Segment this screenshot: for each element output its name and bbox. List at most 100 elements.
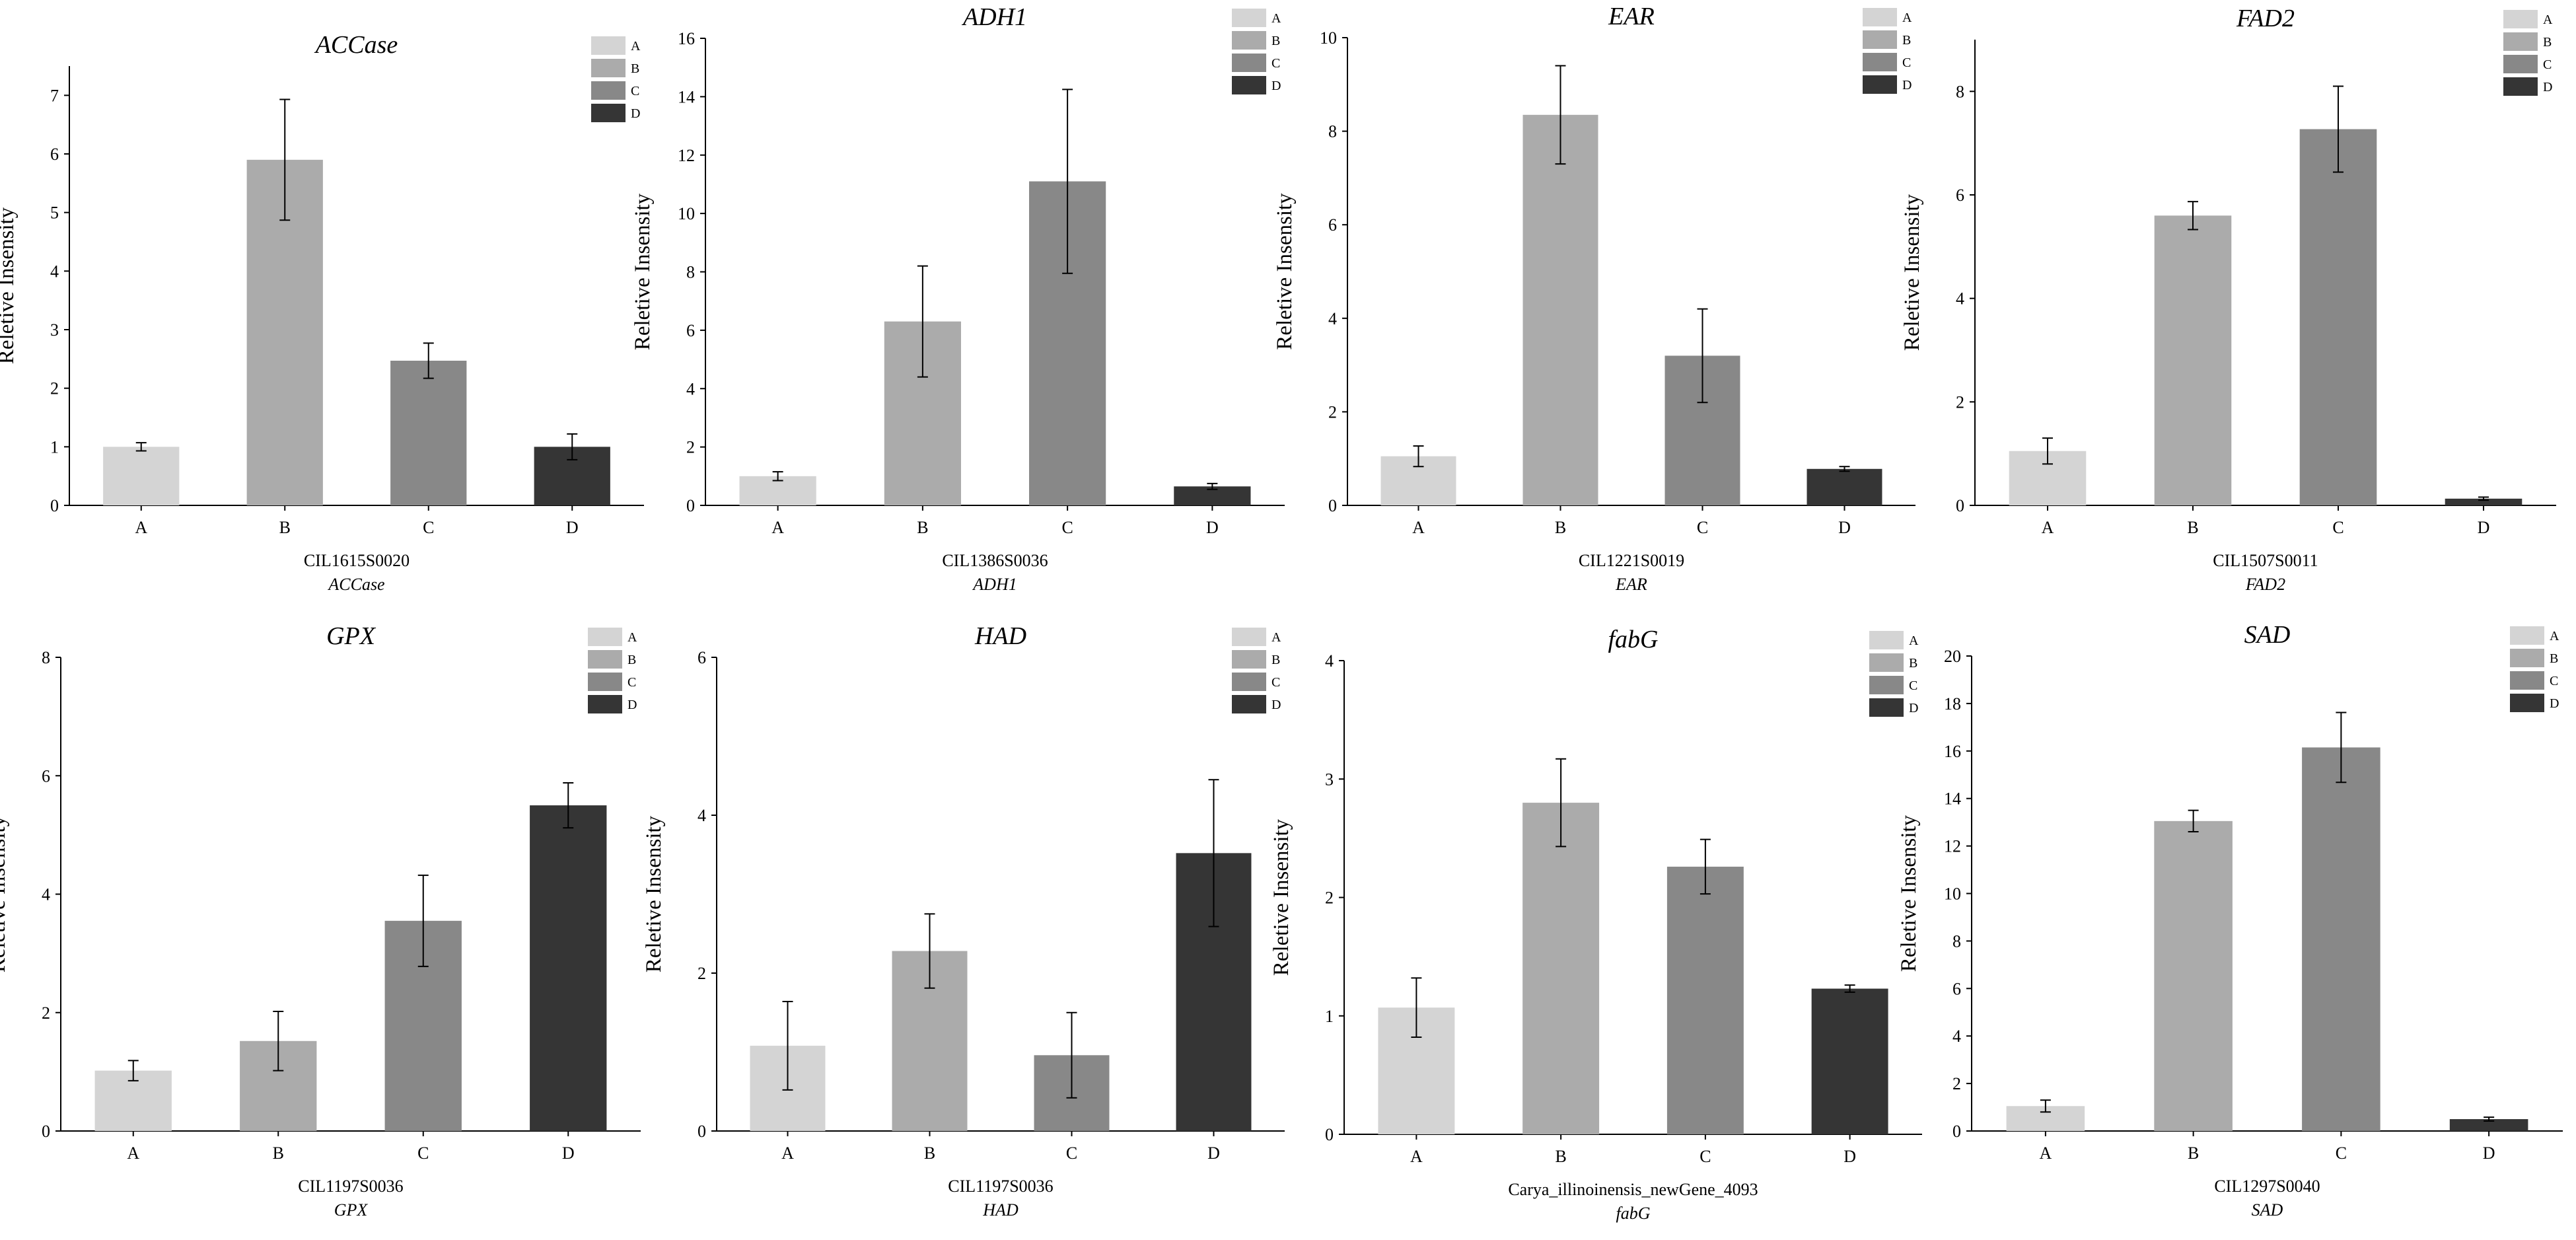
legend-label: D [1909,701,1918,715]
y-tick-label: 20 [1944,647,1961,666]
y-axis-label: Reletive Insensity [1897,815,1921,972]
x-tick-label: B [1555,518,1566,537]
legend-swatch-B [1232,31,1266,50]
gene-id-label: Carya_illinoinensis_newGene_4093 [1508,1180,1758,1199]
error-bar-C [417,874,429,967]
gene-id-label: CIL1197S0036 [948,1177,1053,1196]
y-tick-label: 4 [1952,1027,1961,1046]
error-bar-A [1413,445,1424,468]
error-bar-D [567,433,578,460]
y-tick-label: 0 [1325,1125,1334,1144]
y-axis-label: Reletive Insensity [642,815,666,972]
error-bar-A [1411,977,1422,1039]
legend-swatch-B [1863,30,1897,49]
legend-label: D [2550,696,2559,711]
x-tick-label: D [562,1144,575,1163]
bar-D [2445,498,2522,505]
y-tick-label: 0 [1956,496,1964,515]
y-tick-label: 7 [50,86,59,105]
x-tick-label: A [135,518,147,537]
error-bar-B [2188,809,2199,833]
y-tick-label: 2 [698,964,706,983]
legend-label: B [1271,34,1280,48]
legend-swatch-D [2503,77,2538,96]
y-tick-label: 5 [50,203,59,223]
y-tick-label: 8 [1328,122,1337,141]
error-bar-D [1208,779,1219,928]
x-tick-label: C [417,1144,429,1163]
legend-swatch-D [1232,695,1266,713]
legend-label: C [1902,55,1911,70]
y-tick-label: 6 [1952,979,1961,998]
y-tick-label: 4 [50,262,59,281]
y-axis-label: Reletive Insensity [1270,819,1293,976]
x-tick-label: B [2187,518,2198,537]
x-tick-label: A [2042,518,2054,537]
error-bar-A [2040,1099,2051,1113]
y-tick-label: 16 [1944,742,1961,761]
chart-title: SAD [2244,621,2291,649]
y-tick-label: 0 [686,496,695,515]
y-tick-label: 6 [42,766,50,785]
x-tick-label: A [1410,1147,1423,1166]
legend-swatch-D [1232,76,1266,94]
error-bar-D [2484,1116,2495,1122]
bar-C [2299,129,2377,505]
y-tick-label: 2 [1325,889,1334,908]
error-bar-C [2336,711,2347,784]
error-bar-A [2042,437,2053,465]
legend-swatch-A [588,628,622,646]
error-bar-C [1066,1011,1077,1099]
gene-id-label: CIL1297S0040 [2214,1177,2320,1196]
y-tick-label: 14 [678,87,695,106]
gene-name-label: FAD2 [2245,575,2285,594]
chart-title: fabG [1608,626,1659,653]
x-tick-label: B [273,1144,284,1163]
y-tick-label: 0 [50,496,59,515]
x-tick-label: C [1697,518,1708,537]
chart-title: GPX [326,622,376,650]
bar-D [1811,988,1888,1134]
legend-label: D [1271,79,1281,93]
error-bar-B [917,265,928,378]
error-bar-D [563,782,574,829]
error-bar-C [2333,85,2343,173]
y-tick-label: 16 [678,29,695,48]
legend-swatch-C [1869,676,1904,694]
y-tick-label: 6 [1956,186,1964,205]
y-tick-label: 4 [686,379,695,398]
x-tick-label: C [2332,518,2343,537]
error-bar-B [924,913,935,989]
legend-label: C [1271,675,1280,690]
x-tick-label: C [423,518,434,537]
y-tick-label: 3 [50,320,59,340]
y-tick-label: 4 [1325,651,1334,671]
legend-label: C [627,675,636,690]
y-tick-label: 8 [1956,82,1964,101]
legend-label: C [2550,674,2558,688]
legend-label: B [631,61,639,76]
error-bar-A [782,1001,793,1091]
bar-B [1522,803,1600,1134]
bar-B [2154,215,2232,505]
x-tick-label: C [1066,1144,1077,1163]
legend-swatch-D [591,104,626,122]
legend-swatch-A [2503,10,2538,28]
error-bar-D [2478,496,2489,501]
y-tick-label: 2 [686,438,695,457]
y-tick-label: 4 [42,885,50,904]
legend-label: B [2550,651,2558,666]
error-bar-D [1207,482,1218,490]
legend-label: B [2543,35,2552,50]
y-axis-label: Reletive Insensity [1273,193,1297,350]
legend-swatch-A [2510,626,2544,645]
x-tick-label: D [2478,518,2490,537]
